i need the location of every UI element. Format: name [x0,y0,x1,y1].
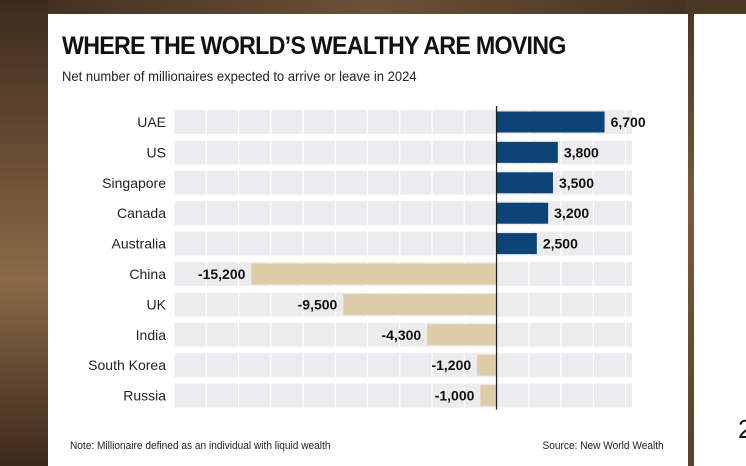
category-label: US [147,144,166,160]
footnote: Note: Millionaire defined as an individu… [70,440,331,452]
category-label: India [136,327,167,343]
chart-title: WHERE THE WORLD’S WEALTHY ARE MOVING [62,32,566,60]
bar-singapore [496,172,553,194]
value-label: -4,300 [381,327,421,343]
category-label: Singapore [102,175,166,191]
value-label: -1,000 [435,388,475,404]
category-label: Australia [112,236,167,252]
bar-uae [496,111,605,133]
bar-uk [343,293,497,315]
chart-subtitle: Net number of millionaires expected to a… [62,68,417,84]
value-label: -1,200 [431,357,471,373]
row-band [174,383,632,408]
value-label: -9,500 [298,296,338,312]
category-label: South Korea [88,357,166,373]
background-photo-top [0,0,746,14]
category-label: UK [147,296,167,312]
row-band [174,231,632,256]
bar-us [496,141,558,163]
value-label: 3,500 [559,175,594,191]
value-label: 3,800 [564,144,599,160]
adjacent-panel: 2 [694,14,746,466]
partial-glyph: 2 [738,414,746,444]
category-label: Canada [117,205,166,221]
category-label: Russia [123,388,166,404]
category-label: UAE [137,114,166,130]
value-label: 2,500 [543,236,578,252]
bar-chart: UAE 6,700 US 3,800 Singapore 3,500 Canada 3,200… [88,106,646,410]
chart-card: WHERE THE WORLD’S WEALTHY ARE MOVING Net… [48,14,688,466]
row-band [174,201,632,226]
grid-lines [173,106,627,410]
bar-russia [480,385,497,407]
bar-south-korea [477,354,497,376]
background-photo-left [0,0,48,466]
value-label: -15,200 [198,266,246,282]
bar-china [251,263,497,285]
bars [251,111,605,407]
bar-india [427,324,497,346]
row-band [174,322,632,347]
bar-canada [496,202,549,224]
row-band [174,353,632,378]
bar-australia [496,233,537,255]
source-note: Source: New World Wealth [542,440,664,452]
value-label: 3,200 [554,205,589,221]
category-label: China [129,266,166,282]
value-label: 6,700 [611,114,646,130]
labels: UAE 6,700 US 3,800 Singapore 3,500 Canada 3,200… [88,114,646,404]
row-band [174,170,632,195]
